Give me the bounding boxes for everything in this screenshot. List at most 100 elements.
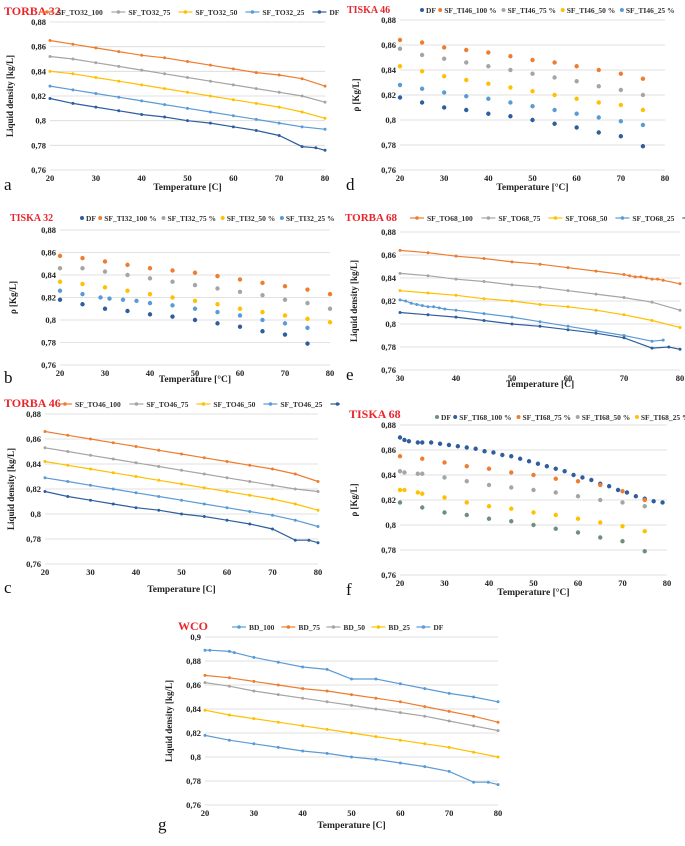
data-point bbox=[650, 339, 654, 343]
data-point bbox=[464, 77, 469, 83]
data-point bbox=[552, 75, 557, 80]
data-point bbox=[323, 84, 327, 88]
legend-marker bbox=[560, 8, 565, 12]
y-tick-label: 0,82 bbox=[26, 484, 41, 494]
data-point bbox=[596, 67, 601, 73]
data-point bbox=[163, 115, 167, 119]
data-point bbox=[227, 713, 231, 717]
data-point bbox=[231, 98, 235, 102]
y-tick-label: 0,86 bbox=[381, 250, 396, 260]
legend-label: SF_TI46_75 % bbox=[508, 6, 557, 15]
data-point bbox=[316, 480, 320, 483]
data-point bbox=[57, 279, 63, 284]
data-point bbox=[622, 313, 626, 317]
chart-title: TORBA 46 bbox=[4, 396, 61, 410]
legend-label: SF_TI68_100 % bbox=[459, 413, 511, 422]
data-point bbox=[111, 457, 115, 461]
legend-marker bbox=[486, 216, 491, 220]
data-point bbox=[276, 683, 280, 687]
y-axis-label: Liquid density [kg/L] bbox=[164, 680, 174, 762]
legend-marker bbox=[516, 415, 521, 419]
data-point bbox=[277, 121, 281, 125]
data-point bbox=[277, 105, 281, 109]
data-point bbox=[486, 780, 490, 784]
data-point bbox=[397, 487, 403, 493]
data-point bbox=[496, 700, 500, 704]
data-point bbox=[248, 480, 252, 483]
x-tick-label: 30 bbox=[86, 567, 95, 577]
data-point bbox=[544, 464, 550, 469]
data-point bbox=[231, 114, 235, 118]
data-point bbox=[192, 270, 198, 275]
data-point bbox=[441, 90, 447, 95]
data-point bbox=[71, 42, 75, 46]
data-point bbox=[530, 89, 535, 94]
x-tick-label: 60 bbox=[229, 173, 238, 183]
y-tick-label: 0,8 bbox=[35, 116, 46, 126]
legend-label: BD_100 bbox=[249, 623, 275, 632]
data-point bbox=[575, 516, 581, 521]
data-point bbox=[566, 328, 570, 332]
data-point bbox=[415, 302, 419, 306]
data-point bbox=[170, 314, 175, 319]
data-point bbox=[170, 303, 175, 308]
data-point bbox=[508, 114, 513, 119]
data-point bbox=[252, 742, 256, 746]
data-point bbox=[594, 308, 598, 312]
data-point bbox=[509, 485, 514, 490]
data-point bbox=[300, 110, 304, 114]
data-point bbox=[231, 83, 235, 87]
chart-title: TISKA 32 bbox=[10, 213, 53, 224]
data-point bbox=[552, 107, 557, 113]
data-point bbox=[397, 95, 403, 100]
data-point bbox=[419, 86, 425, 91]
y-tick-label: 0,8 bbox=[385, 115, 396, 125]
data-point bbox=[510, 322, 514, 326]
y-tick-label: 0,76 bbox=[31, 165, 46, 175]
data-point bbox=[538, 324, 542, 328]
data-point bbox=[589, 477, 594, 483]
legend-label: SF_TO32_25 bbox=[262, 8, 304, 17]
data-point bbox=[598, 482, 603, 488]
data-point bbox=[482, 319, 486, 323]
legend-label: SF_TI32_50 % bbox=[227, 214, 276, 223]
data-point bbox=[640, 92, 646, 98]
data-point bbox=[125, 308, 130, 314]
y-tick-label: 0,78 bbox=[26, 534, 41, 544]
data-point bbox=[48, 96, 52, 100]
data-point bbox=[447, 709, 451, 713]
legend-marker bbox=[453, 415, 458, 419]
data-point bbox=[134, 461, 138, 465]
data-point bbox=[237, 324, 243, 329]
legend-marker bbox=[279, 216, 284, 220]
data-point bbox=[642, 497, 647, 503]
data-point bbox=[301, 724, 305, 728]
data-point bbox=[606, 484, 612, 489]
y-tick-label: 0,84 bbox=[381, 273, 397, 283]
y-tick-label: 0,8 bbox=[190, 752, 201, 762]
data-point bbox=[397, 435, 403, 440]
data-point bbox=[426, 291, 430, 295]
data-point bbox=[509, 454, 514, 459]
data-point bbox=[314, 146, 318, 150]
chart-title: WCO bbox=[178, 619, 208, 633]
data-point bbox=[186, 106, 189, 110]
data-point bbox=[316, 541, 320, 545]
data-point bbox=[282, 313, 288, 318]
data-point bbox=[538, 302, 542, 306]
data-point bbox=[419, 40, 425, 45]
data-point bbox=[111, 471, 115, 475]
data-point bbox=[640, 144, 646, 149]
data-point bbox=[441, 45, 447, 50]
data-point bbox=[420, 456, 425, 461]
data-point bbox=[618, 119, 624, 124]
series-line bbox=[49, 39, 326, 87]
legend-marker bbox=[501, 8, 506, 12]
data-point bbox=[89, 453, 92, 457]
data-point bbox=[134, 445, 138, 448]
data-point bbox=[464, 107, 469, 113]
data-point bbox=[215, 286, 220, 291]
data-point bbox=[441, 74, 447, 79]
x-tick-label: 20 bbox=[201, 808, 210, 818]
y-tick-label: 0,78 bbox=[41, 338, 56, 348]
